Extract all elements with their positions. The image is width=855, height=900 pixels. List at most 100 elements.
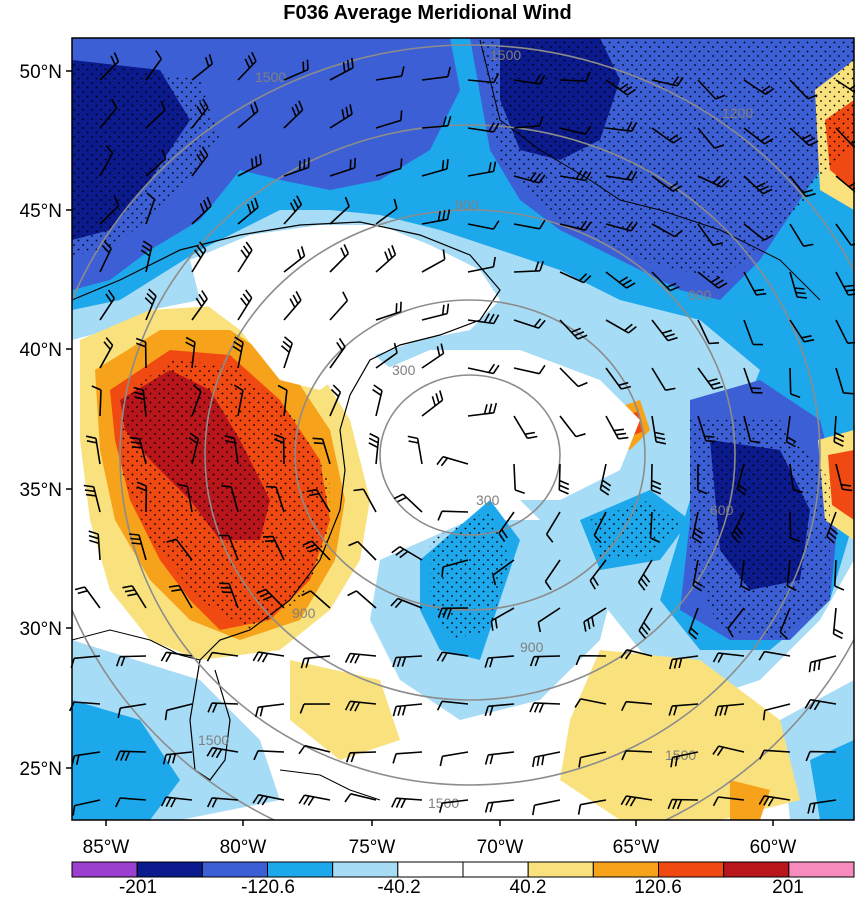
latitude-label: 40°N [20,340,62,361]
wind-barb [162,751,193,765]
contour-label: 300 [476,492,500,508]
wind-barb [651,415,667,445]
wind-barb [136,481,148,513]
contour-label: 300 [392,362,416,378]
contour-label: 1500 [490,47,521,63]
map-title: F036 Average Meridional Wind [283,2,572,24]
wind-barb [145,149,167,177]
wind-barb [743,175,773,195]
wind-barb [168,584,193,609]
wind-barb [145,192,156,225]
wind-barb [467,363,500,375]
wind-barb [574,698,607,708]
wind-barb [421,158,449,177]
wind-barb [345,751,377,763]
wind-barb [589,559,607,590]
wind-barb [299,703,331,714]
wind-barb [835,463,853,492]
wind-barb [421,115,452,129]
wind-barb [583,607,607,632]
positive-wind-region [290,660,400,760]
wind-barb [436,651,469,662]
wind-barb [375,198,398,225]
wind-barb [789,319,815,343]
wind-barb [492,559,515,586]
wind-barb [559,71,591,82]
wind-barb [254,703,285,718]
wind-barb [605,170,638,181]
wind-barb [237,154,262,177]
wind-barb [605,367,632,390]
wind-barb [467,220,500,230]
wind-barb [651,271,680,292]
wind-barb [651,175,682,192]
wind-barb [808,655,837,673]
wind-barb [117,703,147,719]
negative-wind-region [810,740,854,820]
wind-barb [638,607,653,639]
wind-barb [283,59,309,81]
wind-barb [300,655,331,669]
wind-barb [736,463,747,496]
wind-barb [306,488,331,513]
colorbar-swatch [527,861,594,878]
wind-barb [743,127,774,145]
wind-barb [99,240,112,273]
wind-barb [605,415,629,440]
wind-barb [835,271,855,296]
wind-barb [692,559,704,592]
significance-stippling [690,420,830,640]
wind-barb [191,196,212,225]
wind-barb [99,98,118,129]
wind-barb [807,799,837,814]
wind-barb [599,463,612,496]
wind-barb [221,485,239,513]
wind-barb [513,261,544,273]
wind-barb [391,546,423,561]
wind-barb [786,559,797,592]
wind-barb [697,127,725,149]
positive-wind-region [560,650,800,820]
contour-label: 900 [688,287,712,303]
wind-barb [72,799,101,816]
wind-barb [421,343,445,369]
colorbar-swatch [332,861,399,878]
wind-barb [347,590,377,609]
wind-barb [743,223,774,241]
wind-barb [835,79,855,94]
wind-barb [122,585,147,609]
wind-barb [421,390,444,417]
wind-barb [697,319,720,345]
wind-barb [283,195,303,225]
longitude-label: 85°W [83,837,130,858]
wind-barb [115,655,147,667]
wind-barb [779,607,791,640]
wind-barb [252,651,285,663]
wind-barbs [68,50,855,816]
wind-barb [191,146,209,177]
wind-barb [368,432,380,465]
wind-barb [329,157,356,177]
wind-barb [714,703,745,717]
colorbar [71,861,855,878]
wind-barb [344,700,377,712]
wind-barb [191,98,209,129]
wind-barb [529,655,561,667]
wind-barb [532,799,561,816]
contour-label: 900 [520,639,544,655]
wind-barb [166,538,193,561]
wind-barb [513,415,538,440]
wind-barb [262,535,285,561]
wind-barb [252,794,285,806]
wind-barb [532,751,561,768]
wind-barb [758,650,791,661]
wind-barb [712,796,745,807]
wind-barb [129,436,147,465]
wind-barb [302,540,331,561]
wind-barb [758,795,791,807]
wind-barb [513,219,546,230]
wind-barb [312,437,331,465]
wind-barb [785,415,797,448]
significance-stippling [480,38,854,280]
